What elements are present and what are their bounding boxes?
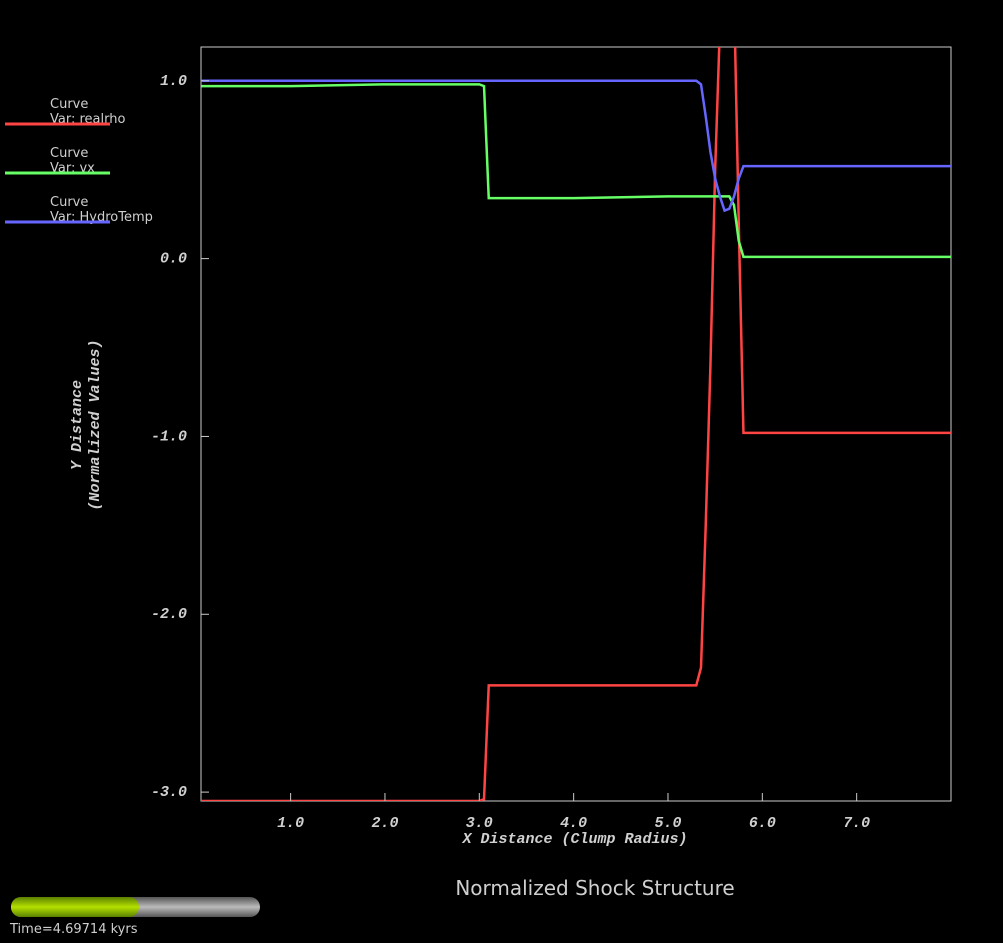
time-label: Time=4.69714 kyrs [9,922,138,937]
x-tick-label: 6.0 [749,815,776,832]
x-tick-label: 4.0 [560,815,587,832]
y-tick-label: -1.0 [151,428,187,445]
y-axis-title: Y Distance (Normalized Values) [69,339,104,510]
y-tick-label: 1.0 [160,73,187,90]
plot-lines [201,47,951,801]
x-tick-label: 1.0 [277,815,304,832]
x-tick-label: 3.0 [466,815,493,832]
data-line [201,47,951,801]
x-tick-label: 5.0 [654,815,681,832]
time-slider-fill [11,897,139,917]
x-tick-label: 7.0 [843,815,870,832]
plot-frame [200,46,952,802]
legend-header: Curve [50,146,88,161]
data-line [201,83,951,259]
y-tick-label: -3.0 [151,784,187,801]
chart-title: Normalized Shock Structure [455,876,734,900]
legend-header: Curve [50,97,88,112]
y-tick-label: 0.0 [160,251,187,268]
x-axis-title: X Distance (Clump Radius) [461,831,687,848]
legend-header: Curve [50,195,88,210]
data-line [201,79,951,213]
y-axis-title-line: Y Distance [69,380,86,470]
x-tick-label: 2.0 [371,815,398,832]
y-tick-label: -2.0 [151,606,187,623]
y-axis-title-line: (Normalized Values) [87,339,104,510]
